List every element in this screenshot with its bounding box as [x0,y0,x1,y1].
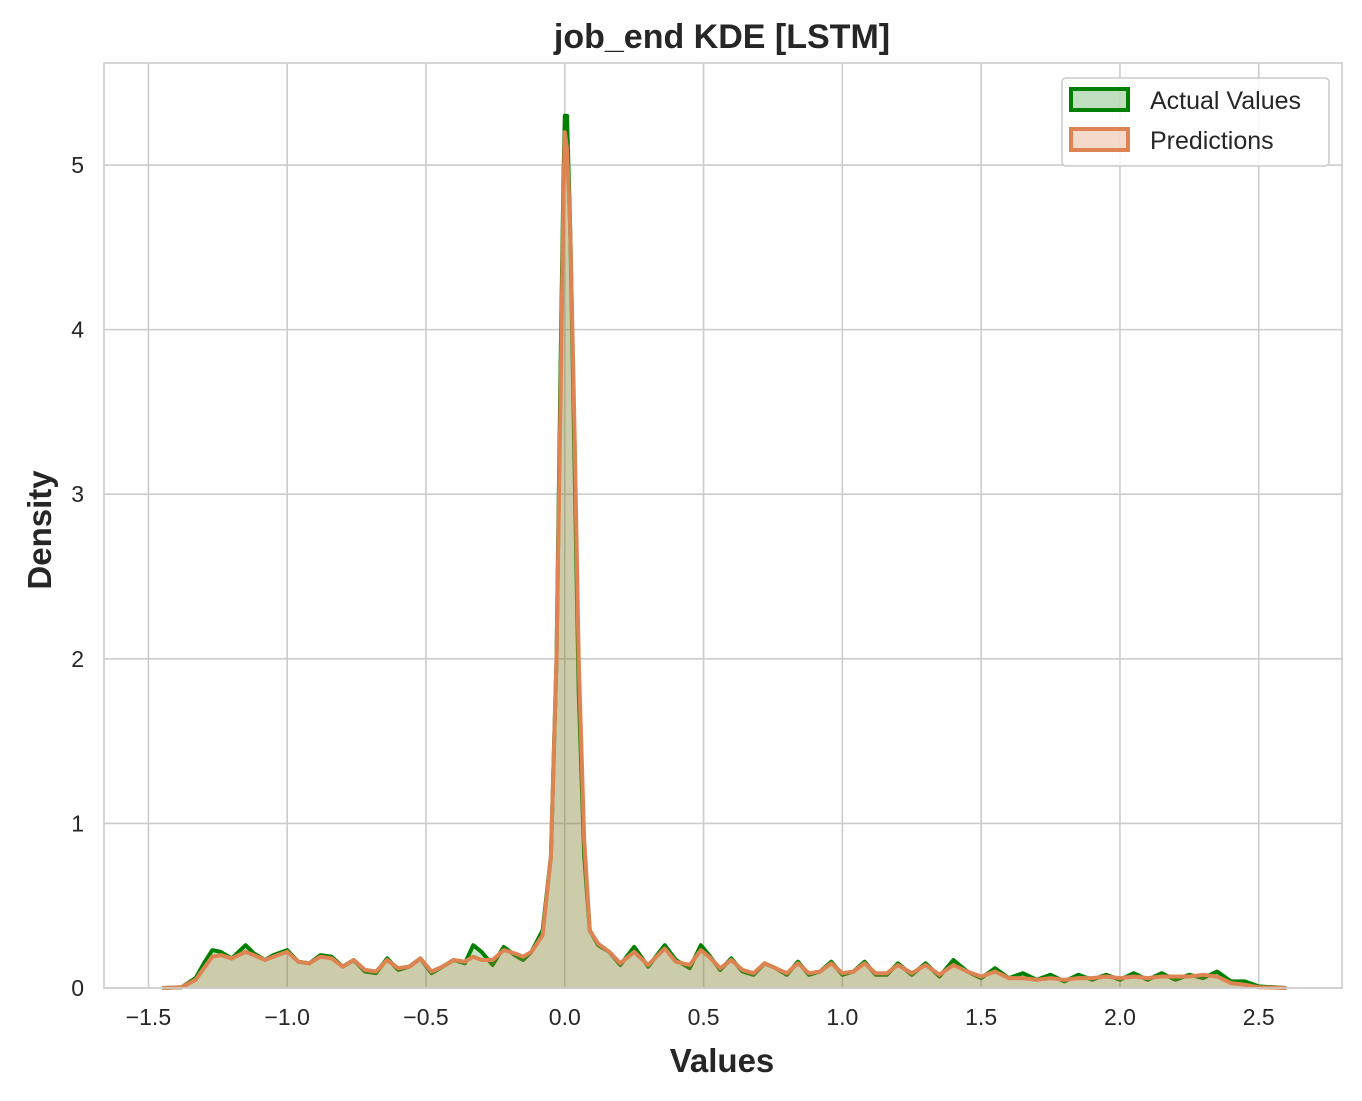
y-tick-label: 3 [71,481,84,507]
y-tick-label: 1 [71,810,84,836]
chart-title: job_end KDE [LSTM] [553,18,890,56]
grid [104,63,1342,989]
line-actual-values [162,113,1287,990]
area-predictions [162,132,1287,989]
x-tick-label: 2.5 [1243,1004,1275,1030]
x-tick-label: 1.0 [826,1004,858,1030]
y-ticks: 0 1 2 3 4 5 [71,152,84,1001]
line-predictions [162,130,1287,990]
x-tick-label: 1.5 [965,1004,997,1030]
y-tick-label: 2 [71,646,84,672]
y-axis-label: Density [21,470,58,590]
y-tick-label: 5 [71,152,84,178]
series-layer [162,113,1287,990]
legend-swatch-actual-values [1069,87,1130,112]
x-tick-label: −1.0 [264,1004,309,1030]
x-axis-label: Values [670,1042,775,1079]
plot-frame [103,62,1343,989]
legend-label-predictions: Predictions [1150,127,1274,155]
legend-swatch-predictions [1069,127,1130,152]
x-tick-label: 2.0 [1104,1004,1136,1030]
area-actual-values [162,115,1287,988]
legend-label-actual-values: Actual Values [1150,87,1301,115]
x-tick-label: 0.0 [549,1004,581,1030]
x-tick-label: −0.5 [403,1004,448,1030]
x-ticks: −1.5 −1.0 −0.5 0.0 0.5 1.0 1.5 2.0 2.5 [126,1004,1275,1030]
y-tick-label: 0 [71,975,84,1001]
legend: Actual Values Predictions [1061,77,1330,167]
y-tick-label: 4 [71,317,84,343]
x-tick-label: −1.5 [126,1004,171,1030]
x-tick-label: 0.5 [688,1004,720,1030]
